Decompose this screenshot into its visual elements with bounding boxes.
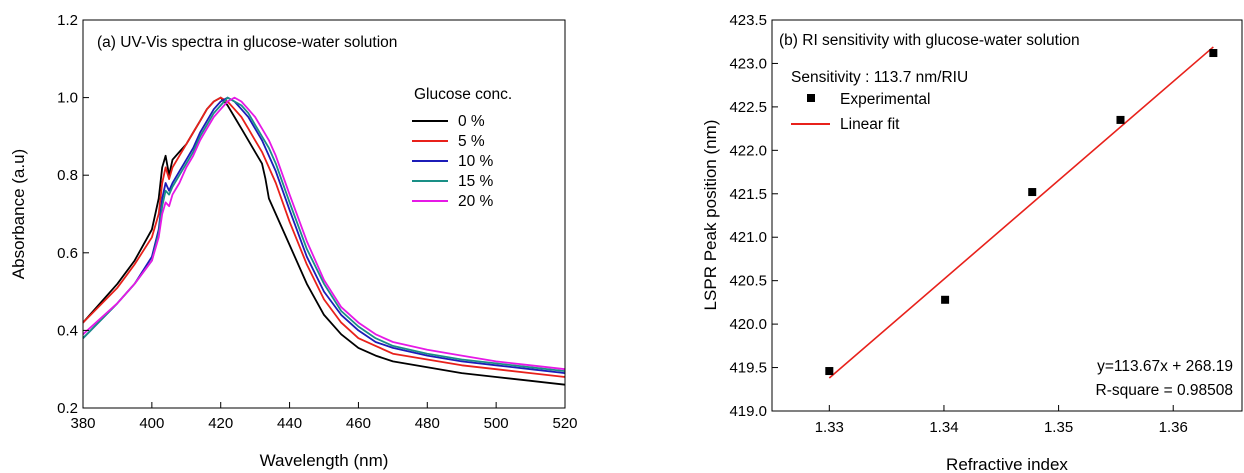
- panel-b-legend-marker: [807, 94, 815, 102]
- panel-b-x-tick-label: 1.33: [815, 419, 844, 436]
- panel-b-data-point-3: [1116, 115, 1125, 124]
- panel-b-data-point-1: [941, 295, 950, 304]
- panel-b-linear-fit: [828, 46, 1214, 379]
- panel-a-y-ticks: 0.2 0.4 0.6 0.8 1.0 1.2: [57, 12, 89, 417]
- panel-b-fit-line: [828, 46, 1214, 379]
- panel-a-y-tick-label: 0.8: [57, 167, 78, 184]
- panel-b-y-axis-label: LSPR Peak position (nm): [701, 120, 720, 311]
- panel-a-legend-label-4: 20 %: [458, 193, 494, 210]
- panel-b-y-tick-label: 420.0: [729, 316, 767, 333]
- panel-a-y-tick-label: 1.0: [57, 90, 78, 107]
- panel-a-series-line-4: [82, 96, 566, 371]
- panel-b-data-point-2: [1028, 188, 1037, 197]
- panel-b-legend-label-linear-fit: Linear fit: [840, 116, 900, 133]
- panel-a-title: (a) UV-Vis spectra in glucose-water solu…: [97, 34, 397, 51]
- panel-b-y-tick-label: 421.5: [729, 186, 767, 203]
- panel-b-r-square: R-square = 0.98508: [1096, 382, 1233, 399]
- panel-a-legend: Glucose conc. 0 % 5 % 10 % 15 % 20 %: [412, 86, 512, 210]
- panel-a-legend-label-0: 0 %: [458, 113, 485, 130]
- panel-a-series-line-0: [82, 96, 566, 386]
- panel-b-sensitivity-label: Sensitivity : 113.7 nm/RIU: [791, 69, 968, 86]
- panel-a-x-tick-label: 380: [70, 415, 95, 432]
- panel-b-data-point-0: [825, 367, 834, 376]
- panel-b-legend: Experimental Linear fit: [791, 91, 930, 133]
- panel-b-plot-frame: [771, 19, 1243, 412]
- panel-b-x-ticks: 1.33 1.34 1.35 1.36: [815, 405, 1188, 436]
- panel-a-series-line-3: [82, 96, 566, 372]
- panel-a-x-tick-label: 420: [208, 415, 233, 432]
- panel-b-legend-label-experimental: Experimental: [840, 91, 930, 108]
- panel-a-legend-label-3: 15 %: [458, 173, 494, 190]
- panel-b-x-tick-label: 1.36: [1159, 419, 1188, 436]
- panel-b-x-tick-label: 1.34: [929, 419, 958, 436]
- panel-b-y-ticks: 419.0 419.5 420.0 420.5 421.0 421.5 422.0 422.5…: [729, 12, 778, 420]
- panel-a-uv-vis-chart: 380 400 420 440 460 480 500 520 0.2 0.4 0.6 0.8 1.0…: [9, 12, 578, 470]
- panel-a-x-tick-label: 480: [415, 415, 440, 432]
- panel-a-x-tick-label: 500: [484, 415, 509, 432]
- panel-b-experimental-points: [825, 49, 1218, 376]
- panel-b-y-tick-label: 421.0: [729, 229, 767, 246]
- panel-a-series-line-2: [82, 96, 566, 374]
- panel-b-title: (b) RI sensitivity with glucose-water so…: [779, 32, 1080, 49]
- panel-a-y-tick-label: 1.2: [57, 12, 78, 29]
- panel-b-y-tick-label: 423.5: [729, 12, 767, 29]
- panel-a-y-axis-label: Absorbance (a.u): [9, 149, 28, 279]
- panel-b-data-point-4: [1209, 49, 1218, 58]
- panel-b-fit-equation: y=113.67x + 268.19: [1097, 358, 1233, 375]
- panel-a-plot-frame: [82, 19, 566, 409]
- panel-b-y-tick-label: 423.0: [729, 55, 767, 72]
- panel-a-y-tick-label: 0.2: [57, 400, 78, 417]
- panel-b-y-tick-label: 422.5: [729, 99, 767, 116]
- panel-b-y-tick-label: 420.5: [729, 273, 767, 290]
- panel-a-x-tick-label: 460: [346, 415, 371, 432]
- panel-a-legend-label-2: 10 %: [458, 153, 494, 170]
- panel-a-x-axis-label: Wavelength (nm): [260, 451, 389, 470]
- panel-b-y-tick-label: 419.0: [729, 403, 767, 420]
- panel-b-x-tick-label: 1.35: [1044, 419, 1073, 436]
- panel-a-series-line-1: [82, 96, 566, 378]
- panel-b-ri-sensitivity-chart: 1.33 1.34 1.35 1.36 419.0 419.5 420.0 420.5 421…: [701, 12, 1243, 473]
- panel-b-y-tick-label: 419.5: [729, 360, 767, 377]
- panel-a-legend-label-1: 5 %: [458, 133, 485, 150]
- panel-a-x-ticks: 380 400 420 440 460 480 500 520: [70, 402, 578, 432]
- panel-a-x-tick-label: 520: [552, 415, 577, 432]
- panel-a-legend-title: Glucose conc.: [414, 86, 512, 103]
- panel-a-y-tick-label: 0.6: [57, 245, 78, 262]
- panel-a-x-tick-label: 400: [139, 415, 164, 432]
- panel-b-x-axis-label: Refractive index: [946, 455, 1068, 473]
- panel-a-y-tick-label: 0.4: [57, 322, 78, 339]
- panel-b-y-tick-label: 422.0: [729, 142, 767, 159]
- panel-a-series-lines: [82, 96, 566, 386]
- panel-a-x-tick-label: 440: [277, 415, 302, 432]
